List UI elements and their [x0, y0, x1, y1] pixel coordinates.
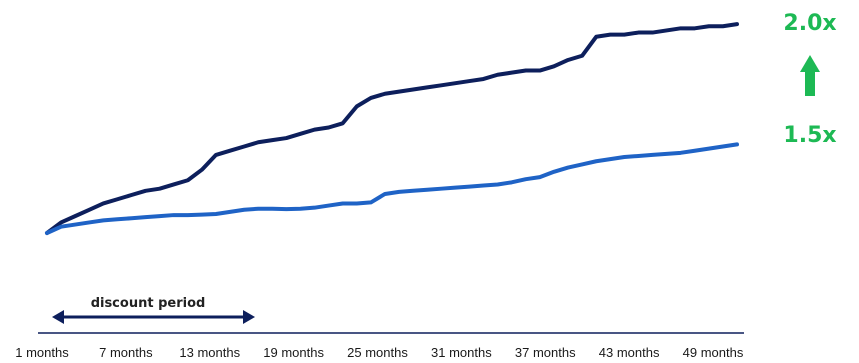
series-layer: [45, 22, 739, 235]
x-tick-label: 43 months: [599, 345, 660, 360]
up-arrow-icon: [800, 55, 820, 96]
x-tick-label: 19 months: [263, 345, 324, 360]
x-axis-ticks: 1 months 7 months 13 months 19 months 25 mon…: [15, 345, 744, 360]
x-tick-label: 31 months: [431, 345, 492, 360]
discount-period-annotation: discount period: [52, 296, 255, 324]
series-line-light: [45, 142, 739, 235]
top-multiplier-label: 2.0x: [783, 11, 836, 36]
x-tick-label: 1 months: [15, 345, 69, 360]
x-tick-label: 37 months: [515, 345, 576, 360]
discount-period-label: discount period: [91, 296, 206, 311]
series-line-dark: [45, 22, 739, 235]
x-tick-label: 7 months: [99, 345, 153, 360]
arrow-right-head-icon: [243, 310, 255, 324]
arrow-left-head-icon: [52, 310, 64, 324]
x-tick-label: 25 months: [347, 345, 408, 360]
bottom-multiplier-label: 1.5x: [783, 123, 836, 148]
x-tick-label: 13 months: [179, 345, 240, 360]
x-tick-label: 49 months: [683, 345, 744, 360]
